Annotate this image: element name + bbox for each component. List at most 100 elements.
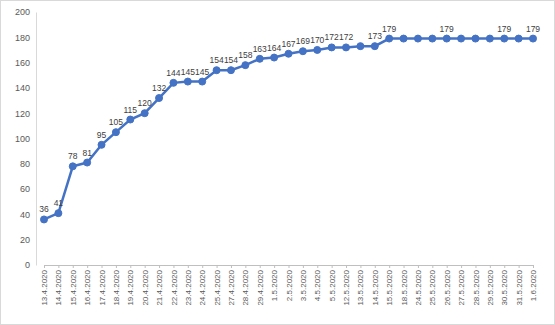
x-tick-label: 27.5.2020	[457, 269, 466, 305]
data-label: 173	[368, 31, 382, 41]
x-tick-label: 22.4.2020	[170, 269, 179, 305]
x-tick-label: 14.4.2020	[54, 269, 63, 305]
y-tick-label: 60	[20, 184, 30, 194]
x-tick-mark	[519, 265, 520, 268]
x-tick-mark	[504, 265, 505, 268]
point	[501, 35, 508, 42]
data-label: 144	[166, 68, 180, 78]
point	[400, 35, 407, 42]
x-tick: 19.4.2020	[126, 265, 135, 306]
point	[271, 54, 278, 61]
point	[127, 116, 134, 123]
x-tick-mark	[260, 265, 261, 268]
point	[227, 67, 234, 74]
y-tick-label: 160	[15, 58, 30, 68]
x-tick-label: 31.5.2020	[515, 269, 524, 305]
x-tick-mark	[475, 265, 476, 268]
x-tick-label: 17.4.2020	[98, 269, 107, 305]
data-label: 169	[296, 36, 310, 46]
x-tick-mark	[44, 265, 45, 268]
data-label: 170	[310, 35, 324, 45]
x-tick-mark	[145, 265, 146, 268]
x-tick-label: 15.5.2020	[385, 269, 394, 305]
point	[414, 35, 421, 42]
x-tick-mark	[87, 265, 88, 268]
y-tick: 40	[20, 210, 36, 220]
x-axis-line	[45, 266, 534, 269]
point	[55, 210, 62, 217]
x-tick: 18.4.2020	[112, 265, 121, 306]
point	[256, 55, 263, 62]
x-tick-mark	[73, 265, 74, 268]
x-tick: 21.4.2020	[155, 265, 164, 306]
data-label: 115	[124, 105, 138, 115]
x-tick-mark	[490, 265, 491, 268]
point	[371, 43, 378, 50]
data-label: 179	[440, 24, 454, 34]
x-tick-mark	[404, 265, 405, 268]
y-tick: 200	[15, 7, 36, 17]
x-tick: 15.5.2020	[385, 265, 394, 306]
point	[314, 46, 321, 53]
x-tick-mark	[188, 265, 189, 268]
x-tick: 12.5.2020	[342, 265, 351, 306]
line	[44, 39, 533, 220]
data-label: 179	[497, 24, 511, 34]
x-tick-mark	[274, 265, 275, 268]
point	[458, 35, 465, 42]
y-tick: 100	[15, 134, 36, 144]
x-tick-label: 24.5.2020	[414, 269, 423, 305]
x-tick-mark	[202, 265, 203, 268]
x-tick-label: 14.5.2020	[371, 269, 380, 305]
y-tick: 180	[15, 33, 36, 43]
x-tick-label: 25.4.2020	[213, 269, 222, 305]
y-tick-label: 80	[20, 159, 30, 169]
x-tick-label: 1.6.2020	[529, 269, 538, 301]
x-tick-label: 23.4.2020	[184, 269, 193, 305]
x-tick: 18.5.2020	[400, 265, 409, 306]
point	[69, 163, 76, 170]
point	[112, 129, 119, 136]
data-label: 158	[238, 50, 252, 60]
x-tick: 20.4.2020	[141, 265, 150, 306]
x-tick-label: 27.4.2020	[227, 269, 236, 305]
point	[343, 44, 350, 51]
x-tick: 13.5.2020	[356, 265, 365, 306]
x-tick-mark	[461, 265, 462, 268]
data-label: 172	[339, 32, 353, 42]
x-tick: 31.5.2020	[515, 265, 524, 306]
x-tick-mark	[58, 265, 59, 268]
chart-frame	[1, 1, 555, 325]
x-tick-label: 21.4.2020	[155, 269, 164, 305]
x-tick-mark	[102, 265, 103, 268]
x-tick: 23.4.2020	[184, 265, 193, 306]
x-tick-label: 28.5.2020	[472, 269, 481, 305]
y-tick: 80	[20, 159, 36, 169]
x-tick-mark	[231, 265, 232, 268]
x-tick-mark	[303, 265, 304, 268]
x-tick-mark	[389, 265, 390, 268]
plot: 02040608010012014016018020013.4.202014.4…	[15, 7, 540, 305]
x-tick-mark	[116, 265, 117, 268]
point	[285, 50, 292, 57]
data-label: 145	[181, 67, 195, 77]
x-tick: 29.5.2020	[486, 265, 495, 306]
x-tick-label: 26.5.2020	[443, 269, 452, 305]
x-tick: 14.5.2020	[371, 265, 380, 306]
x-tick-mark	[173, 265, 174, 268]
x-tick: 15.4.2020	[69, 265, 78, 306]
data-label: 41	[54, 198, 64, 208]
data-label: 81	[82, 148, 92, 158]
x-tick-label: 13.4.2020	[40, 269, 49, 305]
x-tick: 4.5.2020	[313, 265, 322, 301]
x-tick-mark	[159, 265, 160, 268]
data-label: 167	[281, 39, 295, 49]
x-tick-label: 28.4.2020	[241, 269, 250, 305]
x-tick-label: 3.5.2020	[299, 269, 308, 301]
x-tick: 16.4.2020	[83, 265, 92, 306]
point	[242, 62, 249, 69]
x-tick: 1.5.2020	[270, 265, 279, 301]
x-tick-mark	[332, 265, 333, 268]
y-axis-line	[36, 13, 37, 266]
y-tick: 140	[15, 83, 36, 93]
